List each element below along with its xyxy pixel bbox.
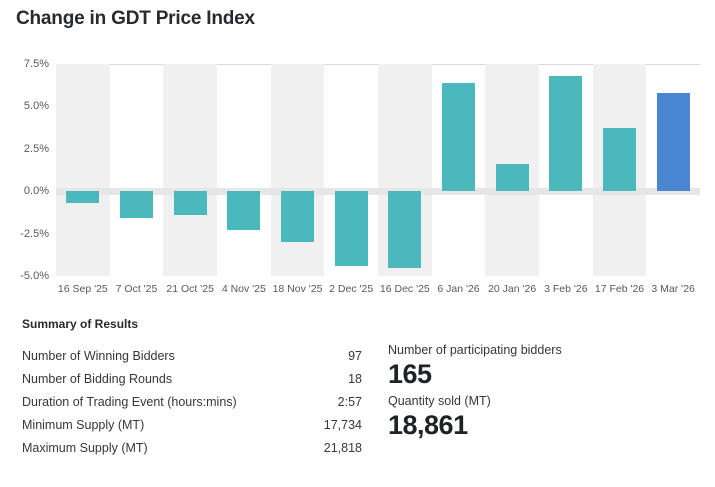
bar-chart: 7.5% 5.0% 2.5% 0.0% -2.5% -5.0% 16 Sep '25 7 O…	[0, 55, 715, 305]
bar[interactable]	[495, 164, 529, 192]
bar[interactable]	[66, 191, 100, 204]
chart-plot-area	[56, 64, 700, 276]
stat-value: 165	[388, 359, 432, 389]
summary-row-label: Maximum Supply (MT)	[22, 440, 148, 455]
y-axis-tick-label: -5.0%	[20, 270, 49, 282]
summary-row-label: Number of Bidding Rounds	[22, 371, 173, 386]
y-axis-tick-label: 5.0%	[23, 100, 49, 113]
x-axis-tick-label: 2 Dec '25	[329, 283, 374, 295]
summary-row-label: Minimum Supply (MT)	[22, 417, 145, 432]
bar[interactable]	[280, 191, 315, 243]
summary-table: Number of Winning Bidders 97 Number of Bid…	[22, 344, 362, 459]
chart-zero-line	[56, 187, 700, 195]
x-axis-tick-label: 3 Mar '26	[651, 283, 695, 295]
summary-row-value: 97	[348, 348, 362, 363]
page-title: Change in GDT Price Index	[16, 8, 255, 29]
chart-band	[163, 64, 217, 276]
summary-row-value: 18	[348, 371, 362, 386]
table-row: Duration of Trading Event (hours:mins) 2:…	[22, 390, 362, 413]
chart-band	[270, 64, 325, 276]
bar[interactable]	[173, 191, 207, 215]
stats-panel: Number of participating bidders 165 Quanti…	[388, 343, 708, 445]
x-axis-tick-label: 16 Sep '25	[57, 283, 108, 295]
table-row: Number of Winning Bidders 97	[22, 344, 362, 367]
table-row: Minimum Supply (MT) 17,734	[22, 413, 362, 436]
bar[interactable]	[441, 82, 476, 192]
summary-row-label: Duration of Trading Event (hours:mins)	[22, 394, 237, 409]
bar[interactable]	[388, 191, 422, 268]
x-axis-tick-label: 21 Oct '25	[166, 283, 214, 295]
bar[interactable]	[549, 75, 583, 192]
y-axis-tick-label: -2.5%	[20, 227, 49, 240]
bar[interactable]	[119, 191, 154, 219]
summary-row-value: 2:57	[337, 394, 362, 409]
x-axis-tick-label: 6 Jan '26	[437, 283, 480, 295]
stat-label: Number of participating bidders	[388, 343, 562, 357]
bar[interactable]	[656, 92, 690, 192]
summary-row-value: 21,818	[323, 440, 362, 455]
x-axis-tick-label: 3 Feb '26	[544, 283, 588, 295]
y-axis-tick-label: 0.0%	[23, 185, 49, 198]
x-axis-tick-label: 17 Feb '26	[594, 283, 645, 295]
table-row: Maximum Supply (MT) 21,818	[22, 436, 362, 459]
summary-heading: Summary of Results	[22, 317, 139, 331]
table-row: Number of Bidding Rounds 18	[22, 367, 362, 390]
x-axis-tick-label: 4 Nov '25	[221, 283, 266, 295]
x-axis-tick-label: 20 Jan '26	[488, 283, 537, 295]
bar[interactable]	[602, 128, 637, 192]
x-axis-tick-label: 7 Oct '25	[115, 283, 158, 295]
y-axis-tick-label: 2.5%	[23, 142, 49, 155]
bar[interactable]	[227, 191, 261, 231]
summary-row-value: 17,734	[323, 417, 362, 432]
chart-band	[56, 64, 110, 276]
summary-row-label: Number of Winning Bidders	[22, 348, 175, 363]
y-axis-tick-label: 7.5%	[23, 58, 49, 70]
x-axis-tick-label: 16 Dec '25	[379, 283, 430, 295]
stat-value: 18,861	[388, 409, 468, 440]
x-axis-tick-label: 18 Nov '25	[272, 283, 323, 295]
bar[interactable]	[334, 191, 368, 266]
stat-label: Quantity sold (MT)	[388, 393, 491, 408]
